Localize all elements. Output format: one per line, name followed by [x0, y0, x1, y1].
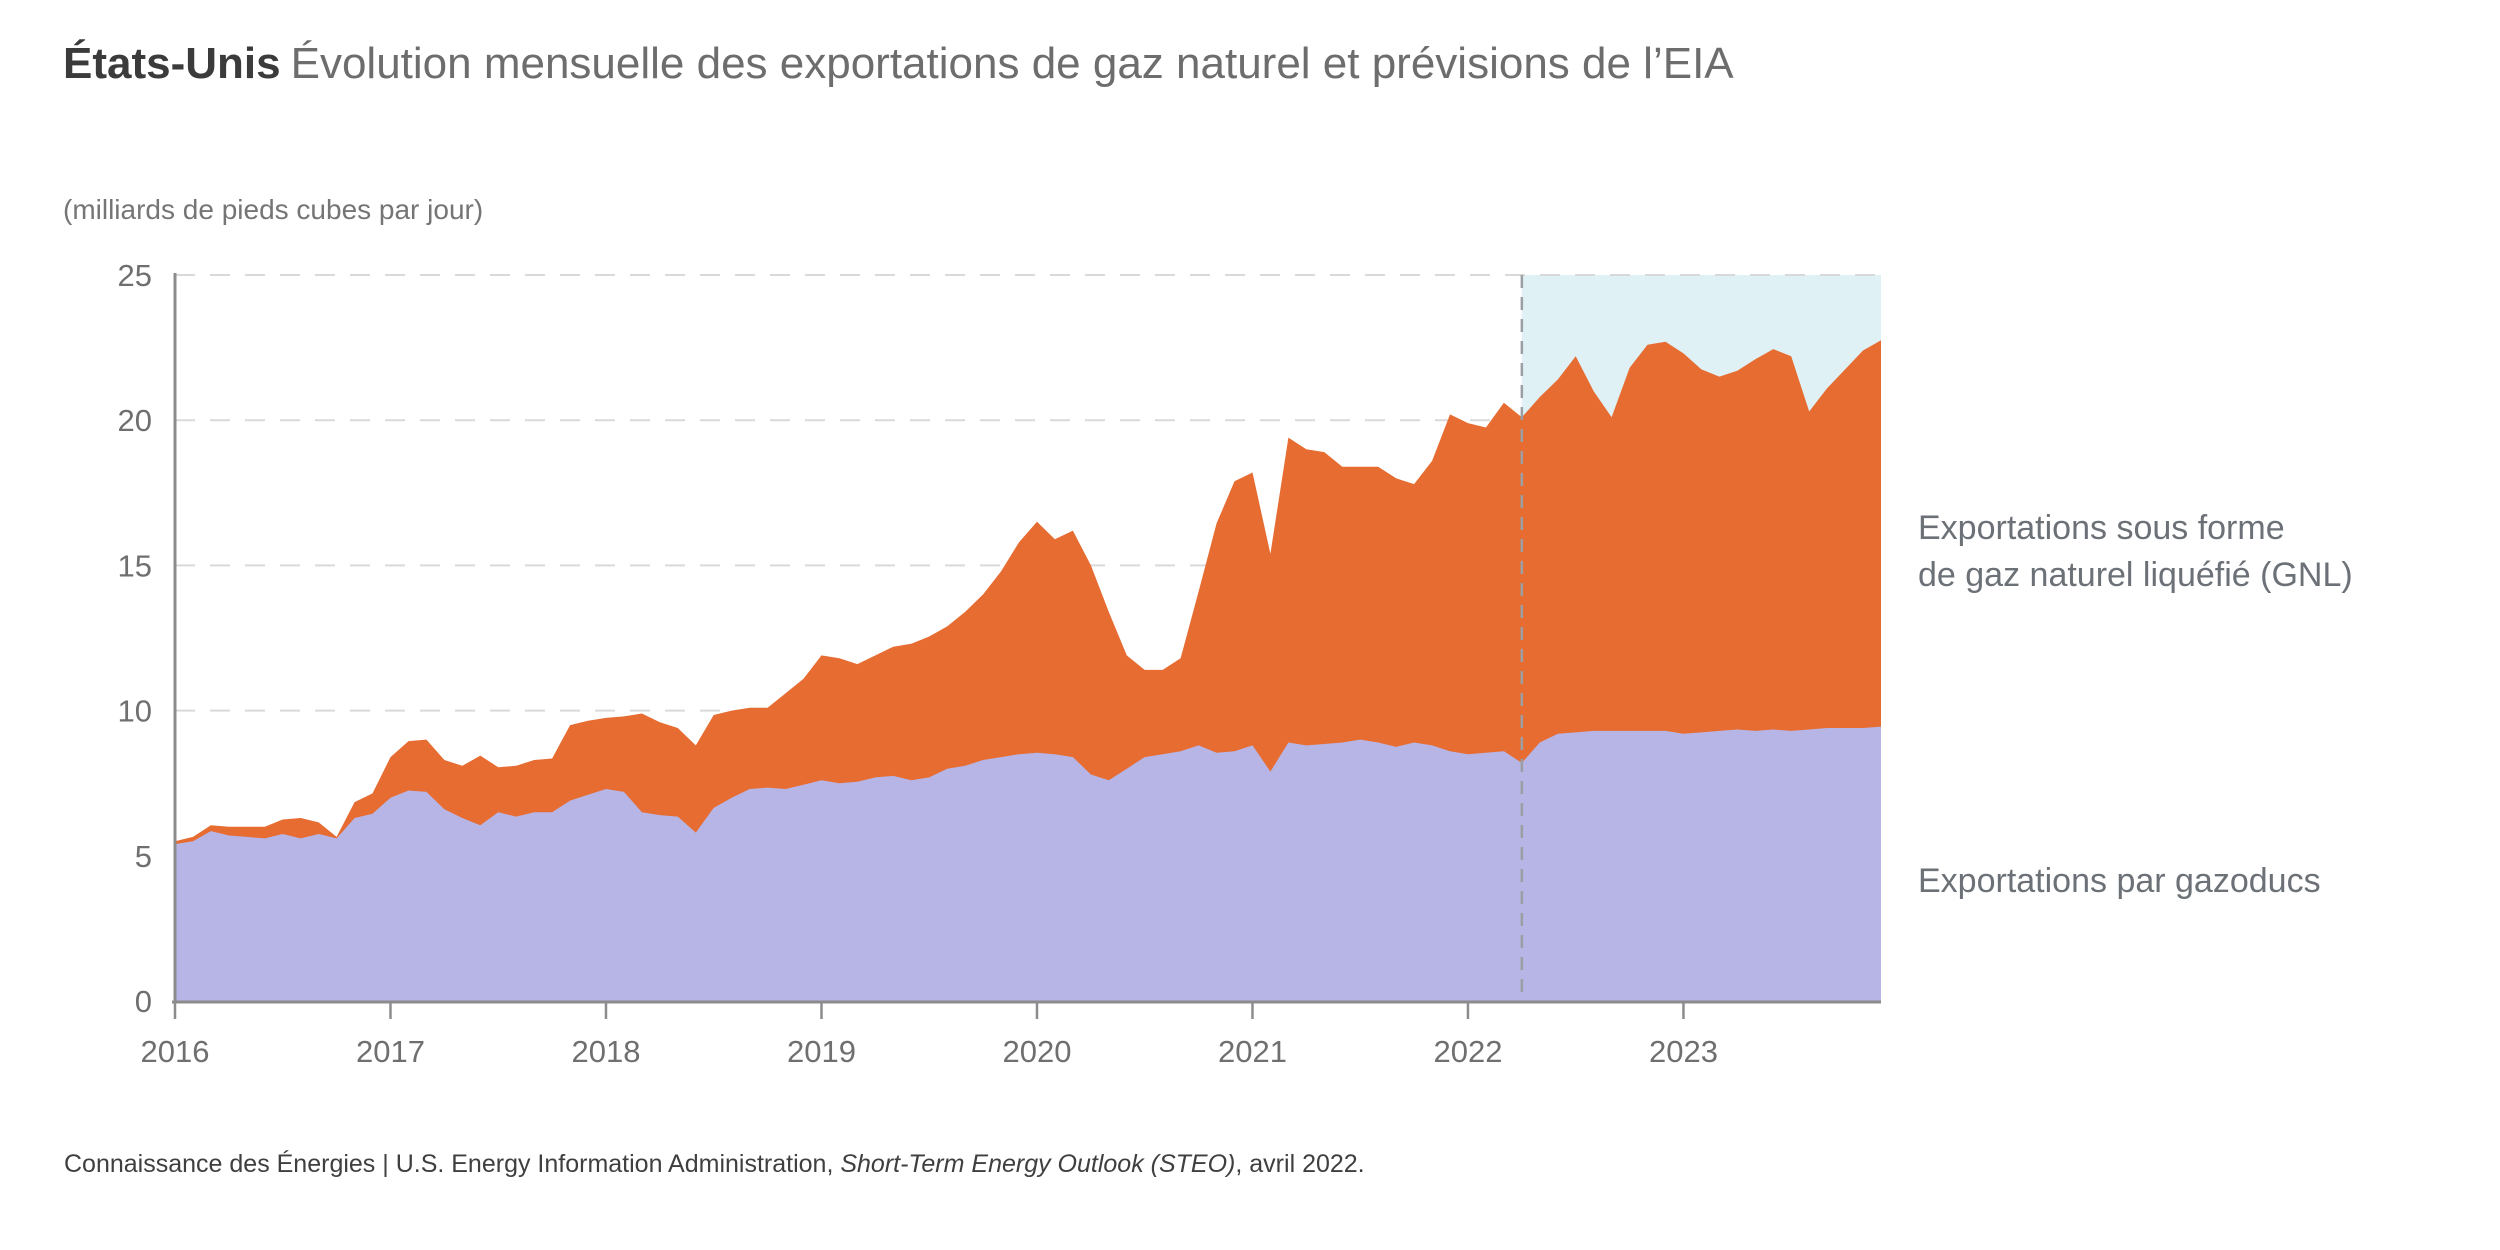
x-tick-label-2018: 2018	[572, 1034, 641, 1069]
y-tick-label-15: 15	[118, 548, 152, 583]
x-tick-label-2016: 2016	[141, 1034, 210, 1069]
title-region: États-Unis	[63, 39, 281, 88]
x-tick-label-2020: 2020	[1002, 1034, 1071, 1069]
legend-pipeline-label: Exportations par gazoducs	[1918, 862, 2321, 900]
y-tick-label-25: 25	[118, 258, 152, 293]
legend-lng-line2: de gaz naturel liquéfié (GNL)	[1918, 555, 2353, 594]
legend-lng-label: Exportations sous forme de gaz naturel l…	[1918, 505, 2353, 599]
source-suffix: , avril 2022.	[1235, 1150, 1365, 1178]
y-tick-label-5: 5	[135, 839, 152, 874]
x-tick-label-2023: 2023	[1649, 1034, 1718, 1069]
y-axis-unit-label: (milliards de pieds cubes par jour)	[63, 194, 484, 225]
x-tick-label-2019: 2019	[787, 1034, 856, 1069]
x-tick-label-2021: 2021	[1218, 1034, 1287, 1069]
y-tick-label-0: 0	[135, 984, 152, 1019]
y-tick-label-20: 20	[118, 403, 152, 438]
page-title: États-Unis Évolution mensuelle des export…	[63, 38, 1734, 91]
pipeline-area	[175, 726, 1881, 1001]
title-text: Évolution mensuelle des exportations de …	[290, 39, 1734, 88]
legend-lng-line1: Exportations sous forme	[1918, 509, 2285, 547]
source-note: Connaissance des Énergies | U.S. Energy …	[64, 1150, 1365, 1179]
x-tick-label-2017: 2017	[356, 1034, 425, 1069]
y-tick-label-10: 10	[118, 694, 152, 729]
source-publication: Short-Term Energy Outlook (STEO)	[840, 1150, 1236, 1178]
x-tick-label-2022: 2022	[1433, 1034, 1502, 1069]
source-prefix: Connaissance des Énergies | U.S. Energy …	[64, 1150, 841, 1178]
